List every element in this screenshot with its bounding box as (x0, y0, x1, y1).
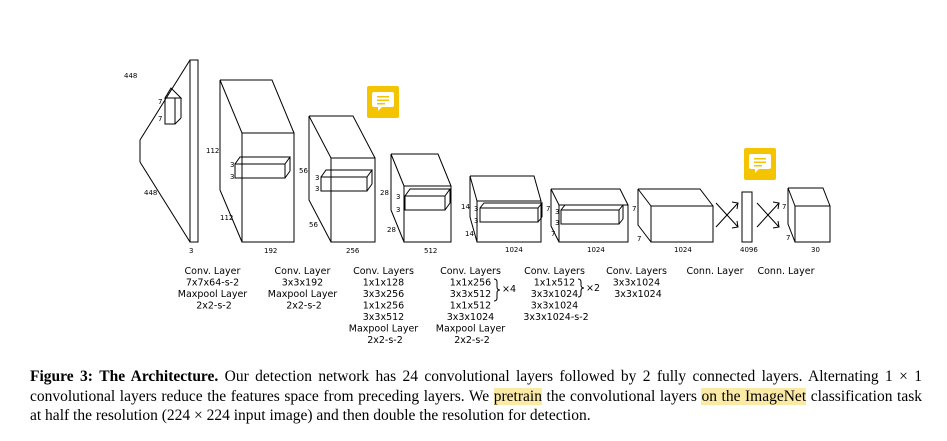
caption-text: classification task at half the resoluti… (30, 387, 923, 425)
caption-label: Figure 3: (30, 368, 93, 385)
dim-c3-w: 28 (387, 226, 396, 234)
dim-c2-w: 56 (309, 221, 318, 229)
dim-kernel-1b: 7 (158, 115, 162, 123)
conv-block-6 (637, 188, 714, 243)
repeat-x2-label: ×2 (586, 283, 600, 294)
dim-kernel-2a: 3 (230, 161, 234, 169)
dim-c2-d: 256 (346, 247, 360, 255)
dim-kernel-5a: 3 (474, 205, 478, 213)
dim-kernel-3b: 3 (315, 185, 319, 193)
layer-label-4: Conv. Layers 1x1x256 3x3x512 1x1x512 3x3… (436, 266, 508, 346)
dim-kernel-4a: 3 (396, 193, 400, 201)
figure-caption: Figure 3: The Architecture. Our detectio… (30, 367, 922, 426)
dim-c5-b: 7 (551, 230, 555, 238)
dim-c4-w: 14 (465, 230, 474, 238)
layer-label-3: Conv. Layers 1x1x128 3x3x256 1x1x256 3x3… (349, 266, 421, 346)
dim-fc1: 4096 (740, 246, 758, 254)
output-tensor (787, 187, 831, 243)
conv-block-3 (390, 153, 452, 243)
full-connection-arrows-1 (715, 201, 739, 229)
dim-kernel-3a: 3 (315, 174, 319, 182)
conv-block-4 (469, 175, 544, 243)
dim-c6-b: 7 (637, 235, 641, 243)
dim-out-a: 7 (782, 203, 786, 211)
dim-kernel-1a: 7 (158, 98, 162, 106)
architecture-diagram: 448 448 3 7 7 112 112 192 3 3 56 56 256 … (124, 59, 831, 346)
dim-c3-h: 28 (380, 189, 389, 197)
conv-block-5 (550, 188, 629, 243)
dim-kernel-6b: 3 (555, 219, 559, 227)
layer-label-1: Conv. Layer 7x7x64-s-2 Maxpool Layer 2x2… (178, 266, 250, 312)
repeat-brace-x2 (577, 278, 585, 298)
dim-kernel-6a: 3 (555, 208, 559, 216)
layer-label-2: Conv. Layer 3x3x192 Maxpool Layer 2x2-s-… (268, 266, 340, 312)
dim-input-w: 448 (144, 189, 157, 197)
layer-label-7: Conn. Layer (686, 266, 743, 277)
dim-out-b: 7 (786, 234, 790, 242)
highlight-imagenet[interactable]: on the ImageNet (701, 387, 807, 405)
dim-c1-w: 112 (220, 214, 233, 222)
repeat-brace-x4 (493, 278, 501, 302)
dim-c5-d: 1024 (587, 246, 605, 254)
dim-c6-a: 7 (632, 205, 636, 213)
caption-text: the convolutional layers (541, 387, 702, 405)
dim-c4-h: 14 (461, 203, 470, 211)
dim-kernel-4b: 3 (396, 206, 400, 214)
dim-c1-d: 192 (264, 247, 277, 255)
dim-out-d: 30 (811, 246, 820, 254)
dim-kernel-5b: 3 (474, 217, 478, 225)
comment-note-icon[interactable] (367, 86, 399, 118)
comment-note-icon[interactable] (744, 148, 776, 180)
caption-title: The Architecture. (99, 368, 219, 385)
dim-c6-d: 1024 (674, 246, 692, 254)
full-connection-arrows-2 (756, 201, 780, 229)
conv-block-2 (308, 115, 376, 243)
layer-label-5: Conv. Layers 1x1x512 3x3x1024 3x3x1024 3… (523, 266, 588, 323)
caption-text: Our detection network has 24 convolution… (30, 368, 923, 405)
dim-input-d: 3 (189, 247, 193, 255)
repeat-x4-label: ×4 (502, 284, 516, 295)
highlight-pretrain[interactable]: pretrain (493, 387, 542, 405)
dim-kernel-2b: 3 (230, 173, 234, 181)
dim-c1-h: 112 (206, 147, 219, 155)
dim-input-h: 448 (124, 72, 137, 80)
layer-label-6: Conv. Layers 3x3x1024 3x3x1024 (606, 266, 670, 300)
conv-block-1 (219, 79, 295, 243)
dim-c4-d: 1024 (505, 246, 523, 254)
fc-layer-4096 (741, 191, 753, 243)
input-image-block (139, 59, 199, 243)
dim-c2-h: 56 (299, 167, 308, 175)
dim-c3-d: 512 (424, 247, 437, 255)
layer-label-8: Conn. Layer (757, 266, 814, 277)
dim-c5-a: 7 (546, 205, 550, 213)
